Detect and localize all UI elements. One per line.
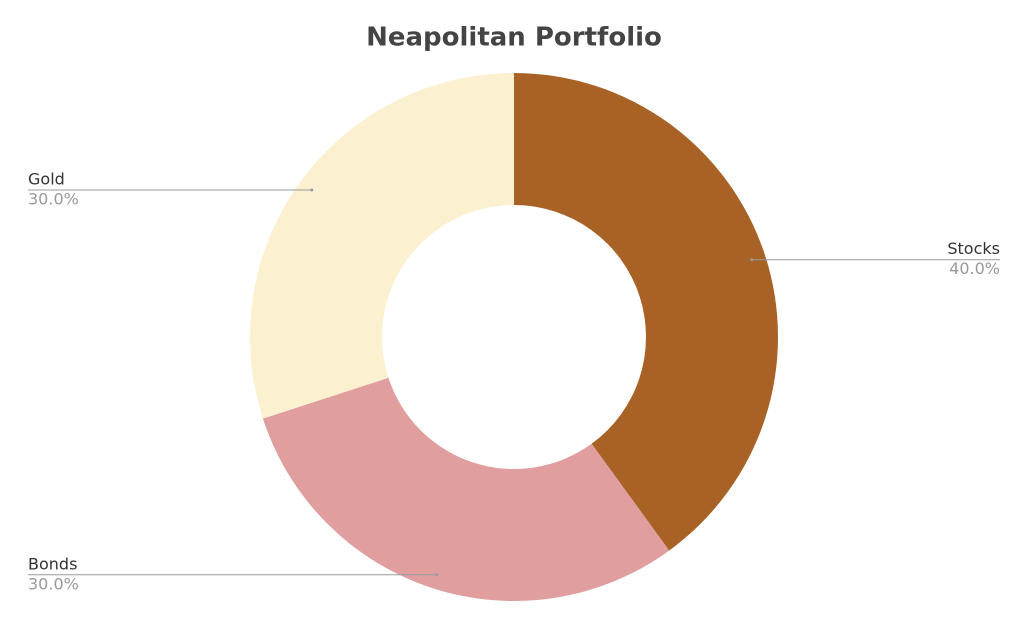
donut-slice bbox=[514, 73, 778, 551]
slice-label: Stocks bbox=[947, 239, 1000, 258]
leader-dot bbox=[750, 258, 754, 262]
slice-value-label: 40.0% bbox=[949, 259, 1000, 278]
donut-slice bbox=[262, 377, 670, 601]
donut-slice bbox=[249, 73, 514, 419]
slice-value-label: 30.0% bbox=[28, 574, 79, 593]
chart-title: Neapolitan Portfolio bbox=[366, 23, 662, 53]
slice-label: Bonds bbox=[28, 554, 77, 573]
slice-label: Gold bbox=[28, 170, 65, 189]
leader-dot bbox=[310, 188, 314, 192]
leader-dot bbox=[435, 573, 439, 577]
slice-value-label: 30.0% bbox=[28, 190, 79, 209]
